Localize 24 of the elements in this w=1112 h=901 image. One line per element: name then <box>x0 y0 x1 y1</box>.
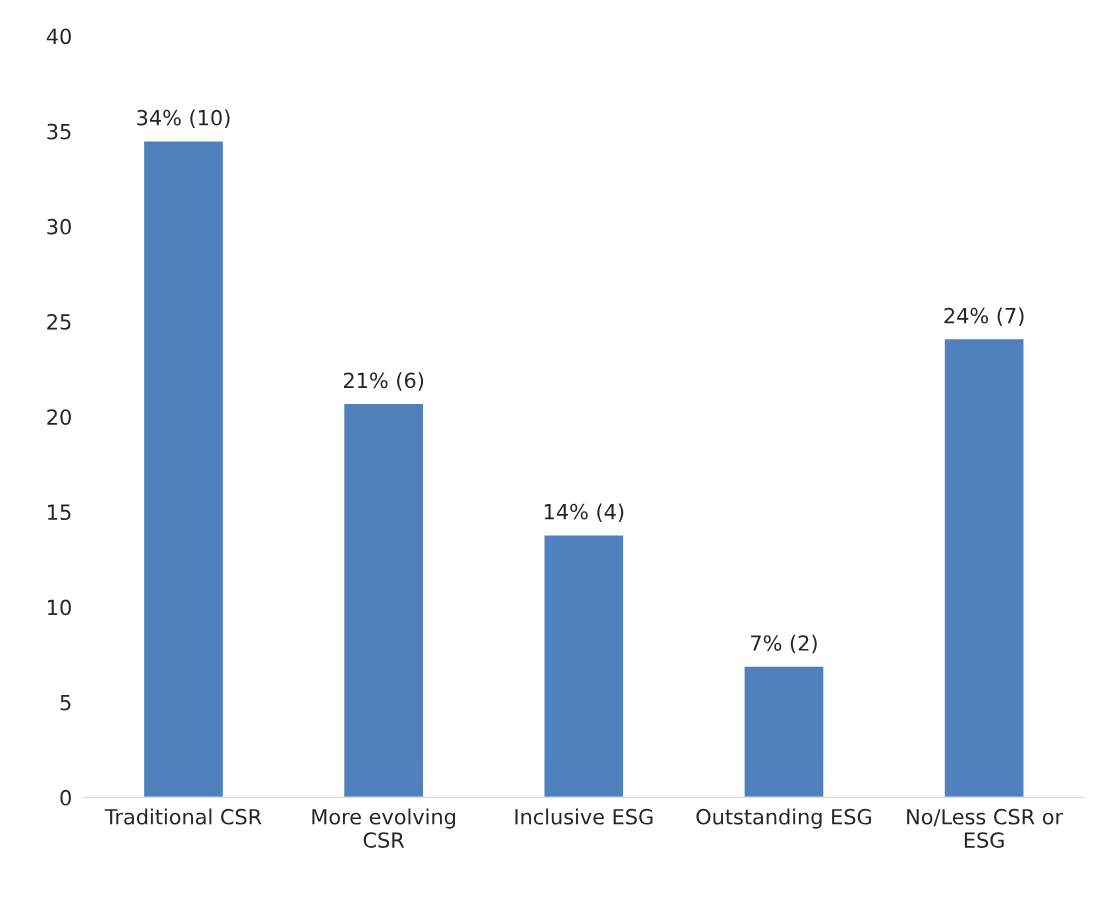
y-tick-label: 35 <box>47 123 71 140</box>
y-tick-label: 40 <box>46 28 71 45</box>
y-tick-label: 30 <box>47 218 71 235</box>
x-tick-label: More evolving CSR <box>312 808 455 848</box>
bar <box>142 140 225 798</box>
x-tick-label: Inclusive ESG <box>515 808 653 825</box>
data-label: 21% (6) <box>343 372 424 391</box>
bar <box>943 337 1025 798</box>
bar <box>743 665 825 798</box>
y-tick-label: 0 <box>60 789 71 806</box>
data-label: 14% (4) <box>544 503 624 523</box>
data-label: 34% (10) <box>137 109 230 129</box>
bar <box>342 402 425 798</box>
data-label: 7% (2) <box>751 634 817 654</box>
y-tick-label: 10 <box>48 599 71 616</box>
bar <box>543 534 625 798</box>
y-tick-label: 5 <box>60 694 71 711</box>
y-tick-label: 20 <box>47 409 71 425</box>
data-label: 24% (7) <box>944 307 1024 326</box>
x-tick-label: No/Less CSR or ESG <box>907 808 1064 848</box>
x-tick-label: Outstanding ESG <box>696 808 871 829</box>
x-tick-label: Traditional CSR <box>104 808 262 825</box>
y-tick-label: 25 <box>47 314 71 330</box>
y-tick-label: 15 <box>48 504 71 521</box>
